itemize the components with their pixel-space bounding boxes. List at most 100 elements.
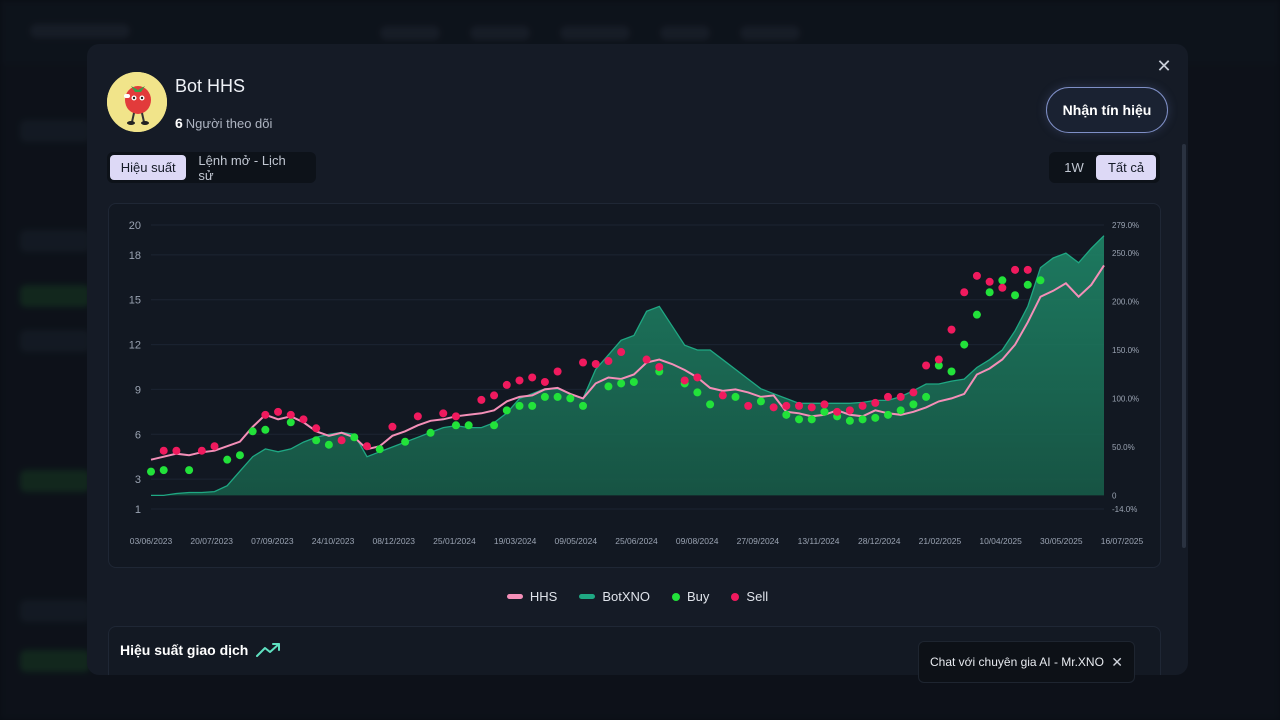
x-tick-label: 24/10/2023 (312, 536, 355, 546)
buy-marker (706, 400, 715, 409)
buy-marker (401, 437, 410, 446)
sell-marker (985, 277, 994, 286)
close-icon[interactable]: ✕ (1156, 56, 1172, 76)
sell-marker (363, 442, 372, 451)
legend-item-botxno[interactable]: BotXNO (579, 589, 650, 604)
buy-marker (972, 310, 981, 319)
sell-marker (833, 407, 842, 416)
x-tick-label: 25/01/2024 (433, 536, 476, 546)
legend-label: HHS (529, 589, 558, 604)
y-left-tick-label: 1 (135, 504, 141, 516)
legend-item-buy[interactable]: Buy (672, 589, 709, 604)
y-left-tick-label: 9 (135, 384, 141, 396)
chart-svg: 20 18 15 12 9 6 3 1 279.0% 250.0% 200.0% 150.0% 100.… (129, 220, 1144, 546)
buy-marker (845, 416, 854, 425)
buy-marker (807, 415, 816, 424)
sell-marker (337, 436, 346, 445)
followers-label: Người theo dõi (185, 116, 273, 131)
y-right-tick-label: 150.0% (1112, 346, 1139, 355)
sell-marker (502, 380, 511, 389)
legend-item-hhs[interactable]: HHS (506, 589, 558, 604)
x-tick-label: 13/11/2024 (798, 536, 840, 546)
sell-marker (299, 415, 308, 424)
buy-marker (1011, 291, 1020, 300)
legend-swatch (731, 592, 740, 601)
x-tick-label: 07/09/2023 (251, 536, 294, 546)
x-tick-label: 08/12/2023 (372, 536, 415, 546)
buy-marker (375, 445, 384, 454)
legend-label: Buy (687, 589, 710, 604)
buy-marker (985, 288, 994, 297)
receive-signal-button[interactable]: Nhận tín hiệu (1046, 87, 1168, 133)
performance-chart: 20 18 15 12 9 6 3 1 279.0% 250.0% 200.0% 150.0% 100.… (108, 203, 1161, 568)
y-left-tick-label: 6 (135, 429, 141, 441)
sell-marker (1023, 265, 1032, 274)
buy-marker (998, 276, 1007, 285)
legend-item-sell[interactable]: Sell (731, 589, 768, 604)
tab-open-orders-history[interactable]: Lệnh mở - Lịch sử (198, 152, 286, 183)
buy-marker (235, 451, 244, 460)
x-tick-label: 16/07/2025 (1101, 536, 1144, 546)
ai-chat-toast[interactable]: Chat với chuyên gia AI - Mr.XNO ✕ (918, 641, 1135, 683)
sell-marker (718, 391, 727, 400)
sell-marker (286, 410, 295, 419)
buy-marker (490, 421, 499, 430)
sell-marker (795, 401, 804, 410)
sell-marker (388, 422, 397, 431)
sell-marker (960, 288, 969, 297)
hhs-series-line (150, 264, 1105, 461)
legend-swatch (506, 594, 523, 599)
buy-marker (820, 407, 829, 416)
sell-marker (477, 395, 486, 404)
x-tick-label: 30/05/2025 (1040, 536, 1083, 546)
trading-performance-label: Hiệu suất giao dịch (120, 642, 249, 658)
trading-performance-title: Hiệu suất giao dịch (120, 642, 282, 658)
buy-marker (934, 361, 943, 370)
sell-marker (579, 358, 588, 367)
buy-marker (464, 421, 473, 430)
botxno-series-line (151, 235, 1105, 497)
buy-marker (871, 413, 880, 422)
buy-marker (324, 440, 333, 449)
buy-marker (922, 392, 931, 401)
y-left-tick-label: 15 (129, 295, 141, 307)
sell-marker (693, 373, 702, 382)
buy-marker (286, 418, 295, 427)
sell-marker (451, 412, 460, 421)
botxno-area (151, 235, 1104, 496)
buy-marker (553, 392, 562, 401)
buy-marker (617, 379, 626, 388)
buy-marker (1023, 280, 1032, 289)
sell-marker (883, 392, 892, 401)
close-icon[interactable]: ✕ (1111, 653, 1123, 670)
buy-marker (540, 392, 549, 401)
buy-marker (909, 400, 918, 409)
followers-count: 6 (175, 115, 183, 131)
buy-marker (756, 397, 765, 406)
sell-marker (604, 357, 613, 366)
sell-marker (998, 283, 1007, 292)
buy-marker (693, 388, 702, 397)
tab-performance[interactable]: Hiệu suất (110, 155, 187, 180)
bot-name: Bot HHS (175, 76, 246, 96)
buy-marker (604, 382, 613, 391)
range-all[interactable]: Tất cả (1096, 155, 1156, 180)
y-left-tick-label: 18 (129, 250, 141, 262)
chart-legend: HHS BotXNO Buy Sell (87, 589, 1188, 604)
sell-marker (820, 400, 829, 409)
y-left-tick-label: 12 (129, 340, 141, 352)
buy-marker (350, 433, 359, 442)
view-tabs: Hiệu suất Lệnh mở - Lịch sử (107, 152, 316, 183)
modal-scrollbar[interactable] (1182, 144, 1186, 548)
legend-swatch (672, 592, 681, 601)
sell-marker (274, 407, 283, 416)
sell-marker (197, 446, 206, 455)
y-right-tick-label: -14.0% (1112, 505, 1137, 514)
range-1w[interactable]: 1W (1064, 160, 1084, 175)
buy-marker (502, 406, 511, 415)
strawberry-mascot-icon (107, 72, 167, 132)
buy-marker (566, 394, 575, 403)
sell-marker (261, 410, 270, 419)
legend-label: Sell (746, 589, 769, 604)
buy-marker (248, 427, 257, 436)
